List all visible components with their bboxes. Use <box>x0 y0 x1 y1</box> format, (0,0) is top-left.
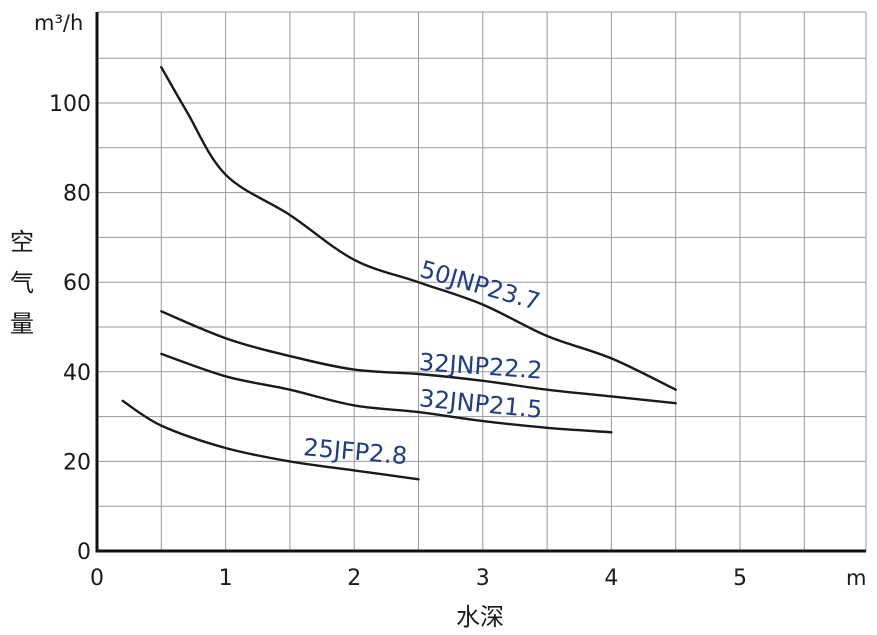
series-line-32JNP21.5 <box>160 352 613 434</box>
x-tick-label-0: 0 <box>90 566 104 591</box>
x-tick-label-1: 1 <box>219 566 233 591</box>
y-axis-title: 空气量 <box>10 228 34 338</box>
x-tick-labels: 0 1 2 3 4 5 <box>90 566 747 591</box>
axes <box>95 12 866 553</box>
y-unit-label: m³/h <box>34 11 83 35</box>
series-label-32JNP22.2: 32JNP22.2 <box>418 348 543 385</box>
series-line-25JFP2.8 <box>121 399 420 481</box>
x-tick-label-4: 4 <box>604 566 618 591</box>
x-tick-label-2: 2 <box>347 566 361 591</box>
y-tick-label-60: 60 <box>63 271 91 296</box>
series-line-50JNP23.7 <box>160 66 677 391</box>
x-unit-label: m <box>846 566 866 590</box>
y-tick-label-0: 0 <box>77 540 91 565</box>
x-tick-label-5: 5 <box>733 566 747 591</box>
y-tick-labels: 0 20 40 60 80 100 <box>49 92 91 565</box>
series-curves <box>121 66 677 481</box>
y-tick-label-100: 100 <box>49 92 91 117</box>
y-tick-label-40: 40 <box>63 361 91 386</box>
series-line-32JNP22.2 <box>160 310 677 405</box>
series-label-32JNP21.5: 32JNP21.5 <box>418 384 544 424</box>
x-tick-label-3: 3 <box>476 566 490 591</box>
y-tick-label-20: 20 <box>63 450 91 475</box>
series-label-50JNP23.7: 50JNP23.7 <box>417 255 543 316</box>
horizontal-gridlines <box>97 11 866 507</box>
x-axis-title: 水深 <box>456 603 504 631</box>
y-tick-label-80: 80 <box>63 182 91 207</box>
